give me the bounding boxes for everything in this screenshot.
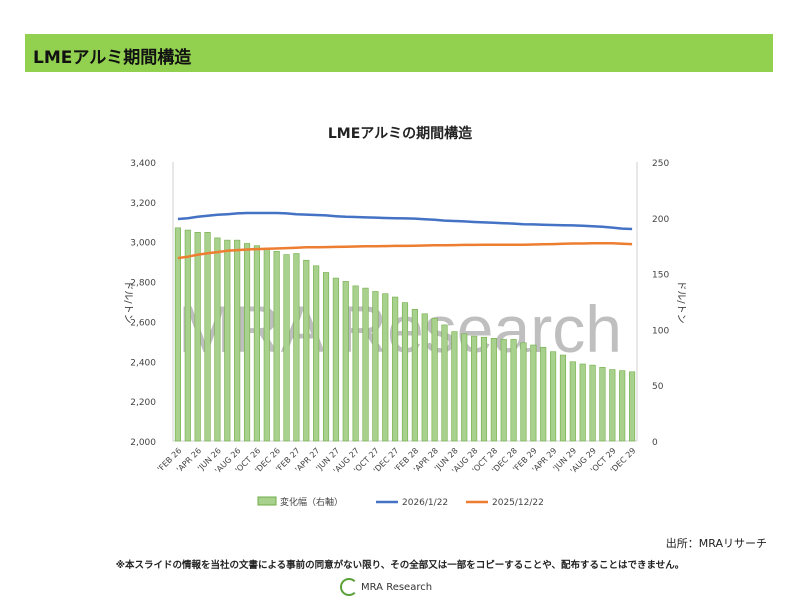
logo: MRA Research xyxy=(340,578,432,596)
y-tick-label: 2,800 xyxy=(130,279,156,289)
y-tick-label: 3,000 xyxy=(130,239,156,249)
bar xyxy=(579,363,586,442)
bar xyxy=(510,339,517,442)
logo-icon xyxy=(340,578,358,596)
disclaimer: ※本スライドの情報を当社の文書による事前の同意がない限り、その全部又は一部をコピ… xyxy=(115,560,685,571)
bar xyxy=(243,243,251,442)
bar xyxy=(303,259,310,442)
bar xyxy=(184,229,191,442)
bar xyxy=(263,248,270,442)
bar xyxy=(520,342,527,442)
y2-tick-label: 200 xyxy=(652,215,669,225)
bar xyxy=(283,254,290,442)
bar xyxy=(253,245,260,442)
y2-axis-title: ドル/トン xyxy=(675,280,686,323)
chart-title: LMEアルミの期間構造 xyxy=(327,126,473,142)
header-bar: LMEアルミ期間構造 xyxy=(25,34,773,72)
y-axis-title: ドル/トン xyxy=(122,280,133,323)
bar xyxy=(619,370,626,442)
bar xyxy=(372,291,379,442)
bar xyxy=(421,313,428,442)
bar xyxy=(530,344,537,442)
source-note: 出所：MRAリサーチ xyxy=(665,537,767,550)
bar xyxy=(490,338,497,442)
bar xyxy=(234,239,241,442)
bar xyxy=(322,272,330,442)
bar xyxy=(204,232,211,442)
bar xyxy=(609,369,616,442)
bar xyxy=(313,265,320,442)
legend-label: 2026/1/22 xyxy=(402,498,448,508)
bar xyxy=(589,364,596,442)
bar xyxy=(599,367,606,442)
y2-tick-label: 50 xyxy=(652,382,664,392)
y2-tick-label: 100 xyxy=(652,326,669,336)
bar xyxy=(569,361,576,442)
bar xyxy=(471,335,478,442)
bar xyxy=(628,371,636,442)
bar xyxy=(382,293,389,442)
bar xyxy=(332,277,339,442)
bar xyxy=(441,324,448,442)
bar xyxy=(550,351,557,442)
y2-tick-label: 0 xyxy=(652,438,658,448)
y2-tick-label: 250 xyxy=(652,159,669,169)
y-tick-label: 2,600 xyxy=(130,318,156,328)
bar xyxy=(194,232,201,442)
bar xyxy=(500,339,507,442)
y-tick-label: 2,200 xyxy=(130,398,156,408)
series-line-2 xyxy=(177,242,633,260)
page-title: LMEアルミ期間構造 xyxy=(33,48,192,68)
y-tick-label: 2,000 xyxy=(130,438,156,448)
bar xyxy=(273,250,280,442)
bar xyxy=(174,227,182,442)
bar xyxy=(401,302,409,442)
logo-text: MRA Research xyxy=(361,582,433,593)
legend-label: 変化幅（右軸） xyxy=(280,496,343,508)
bar xyxy=(540,346,547,442)
bar xyxy=(293,253,300,442)
y-tick-label: 3,200 xyxy=(130,199,156,209)
bar xyxy=(342,281,349,442)
y-tick-label: 3,400 xyxy=(130,159,156,169)
bar xyxy=(559,354,567,442)
y-tick-label: 2,400 xyxy=(130,358,156,368)
legend-bar-swatch xyxy=(257,496,277,506)
bar xyxy=(431,317,438,442)
legend-label: 2025/12/22 xyxy=(492,498,544,508)
bar xyxy=(214,237,221,442)
bar xyxy=(362,287,369,442)
bar xyxy=(480,336,488,442)
bar xyxy=(224,239,231,442)
bar xyxy=(461,333,468,442)
watermark: MRA Research xyxy=(178,292,622,366)
bar xyxy=(352,285,359,442)
y2-tick-label: 150 xyxy=(652,271,669,281)
bar xyxy=(411,309,418,442)
series-line-1 xyxy=(177,211,633,231)
bar xyxy=(392,296,399,442)
bar xyxy=(451,331,458,442)
